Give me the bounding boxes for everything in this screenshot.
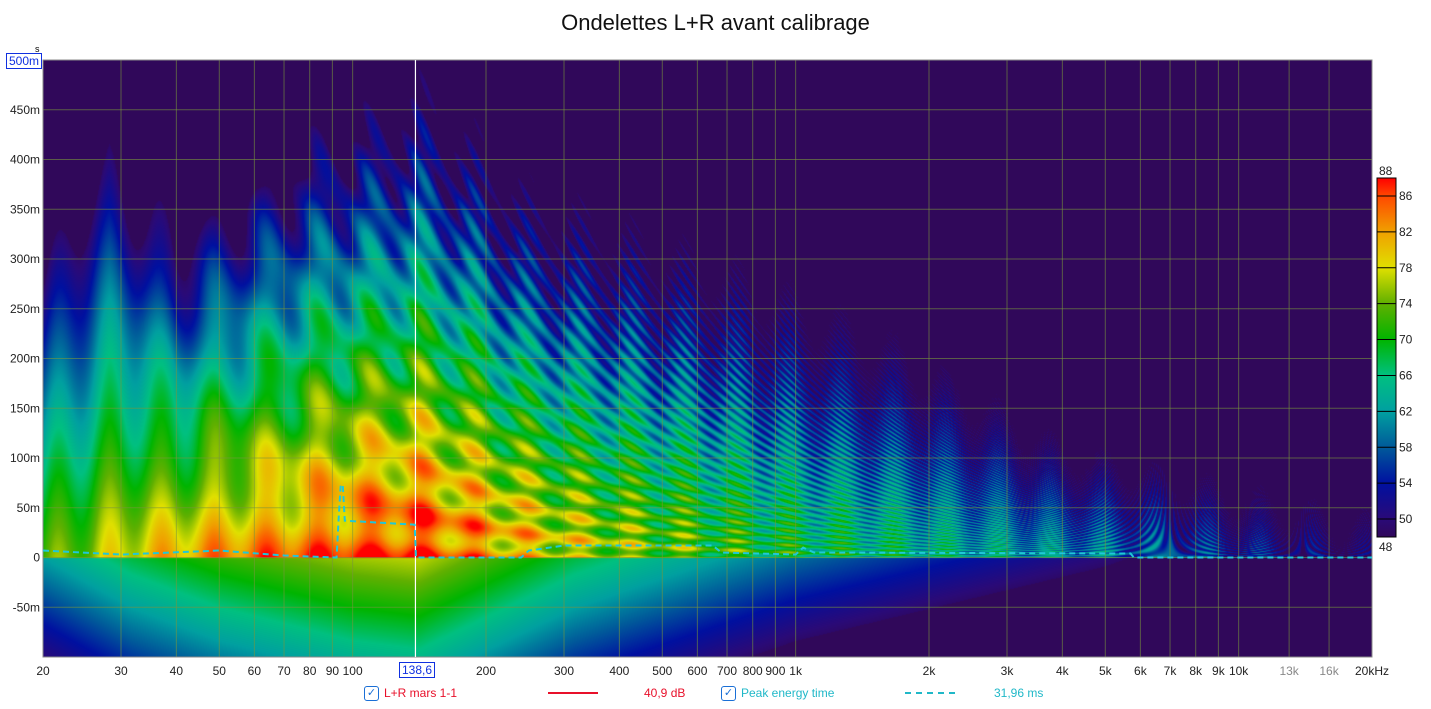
colorbar-tick-label: 78	[1399, 261, 1413, 275]
y-tick-label: 450m	[10, 103, 40, 117]
y-tick-label: 150m	[10, 401, 40, 415]
x-tick-label: 90	[326, 664, 340, 678]
x-tick-label: 600	[687, 664, 707, 678]
y-tick-label: -50m	[13, 600, 40, 614]
colorbar-tick-label: 86	[1399, 189, 1413, 203]
chart-title: Ondelettes L+R avant calibrage	[561, 10, 870, 35]
y-tick-label: 100m	[10, 451, 40, 465]
x-tick-label: 50	[213, 664, 227, 678]
y-cursor-readout: 500m	[6, 53, 43, 69]
y-tick-label: 300m	[10, 252, 40, 266]
x-tick-label: 200	[476, 664, 496, 678]
x-tick-label: 4k	[1056, 664, 1070, 678]
legend-checkbox-peak[interactable]: ✓	[721, 686, 736, 701]
x-tick-label: 13k	[1279, 664, 1299, 678]
x-tick-label: 700	[717, 664, 737, 678]
x-tick-label: 1k	[789, 664, 803, 678]
x-tick-label: 400	[609, 664, 629, 678]
x-tick-label: 500	[652, 664, 672, 678]
legend-line-peak	[905, 692, 955, 694]
colorbar-tick-label: 62	[1399, 404, 1413, 418]
legend-line-lr	[548, 692, 598, 694]
colorbar-max-label: 88	[1379, 164, 1393, 178]
y-tick-label: 50m	[17, 501, 40, 515]
x-tick-label: 3k	[1001, 664, 1015, 678]
colorbar-tick-label: 74	[1399, 297, 1413, 311]
x-tick-label: 900	[765, 664, 785, 678]
x-tick-label: 6k	[1134, 664, 1148, 678]
y-tick-label: 0	[33, 551, 40, 565]
legend-value-lr: 40,9 dB	[644, 686, 686, 700]
x-tick-label: 300	[554, 664, 574, 678]
x-tick-label: 70	[277, 664, 291, 678]
colorbar-tick-label: 82	[1399, 225, 1413, 239]
x-tick-label: 80	[303, 664, 317, 678]
x-tick-label: 20kHz	[1355, 664, 1389, 678]
x-tick-label: 16k	[1319, 664, 1339, 678]
legend-label-peak: Peak energy time	[741, 686, 835, 700]
x-tick-label: 9k	[1212, 664, 1226, 678]
colorbar-tick-label: 66	[1399, 368, 1413, 382]
peak-energy-line	[42, 483, 1372, 559]
x-tick-label: 100	[343, 664, 363, 678]
legend-label-lr: L+R mars 1-1	[384, 686, 458, 700]
colorbar-tick-label: 70	[1399, 333, 1413, 347]
colorbar-min-label: 48	[1379, 540, 1393, 554]
colorbar-tick-label: 50	[1399, 512, 1413, 526]
plot-border	[42, 59, 1373, 658]
x-tick-label: 40	[170, 664, 184, 678]
x-tick-label: 8k	[1189, 664, 1203, 678]
legend-checkbox-lr[interactable]: ✓	[364, 686, 379, 701]
colorbar-tick-label: 54	[1399, 476, 1413, 490]
y-tick-label: 400m	[10, 153, 40, 167]
x-cursor-readout: 138,6	[399, 662, 436, 678]
y-unit-label: s	[35, 44, 40, 54]
y-tick-label: 250m	[10, 302, 40, 316]
x-tick-label: 60	[248, 664, 262, 678]
x-tick-label: 7k	[1164, 664, 1178, 678]
y-tick-label: 200m	[10, 352, 40, 366]
x-tick-label: 20	[36, 664, 50, 678]
x-tick-label: 800	[743, 664, 763, 678]
x-tick-label: 10k	[1229, 664, 1249, 678]
x-tick-label: 5k	[1099, 664, 1113, 678]
colorbar-tick-label: 58	[1399, 440, 1413, 454]
y-tick-label: 350m	[10, 202, 40, 216]
legend-value-peak: 31,96 ms	[994, 686, 1044, 700]
x-tick-label: 30	[114, 664, 128, 678]
x-tick-label: 2k	[923, 664, 937, 678]
